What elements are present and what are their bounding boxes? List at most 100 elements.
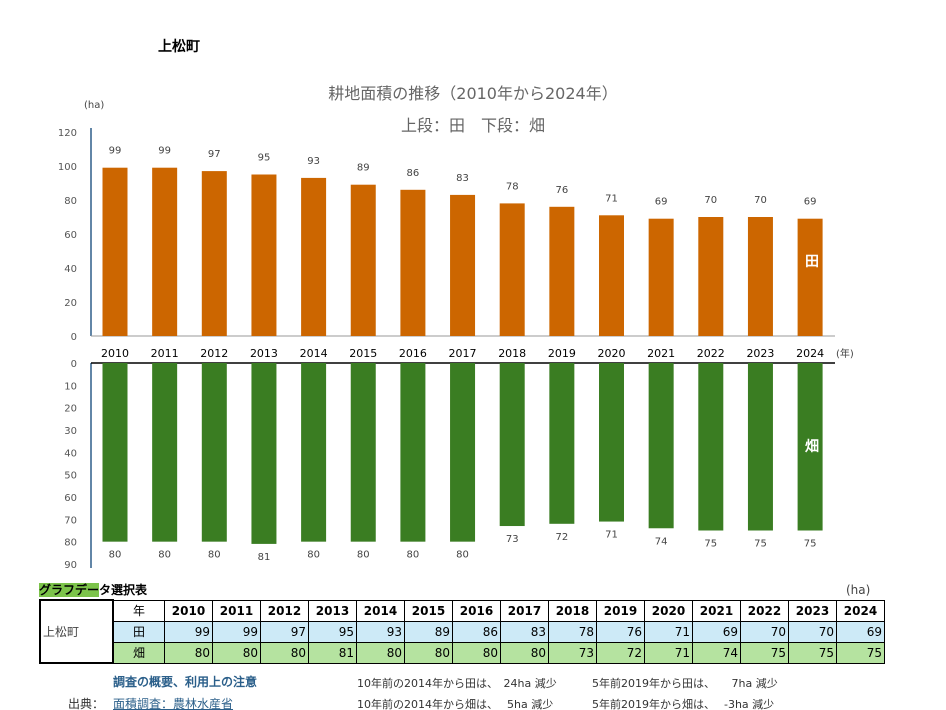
source-link[interactable]: 面積調査：農林水産省 <box>113 697 234 710</box>
field-data-label: 73 <box>506 534 519 545</box>
field-bar <box>301 363 327 542</box>
rice-data-label: 70 <box>754 195 767 206</box>
field-data-label: 74 <box>655 536 668 547</box>
rice-5yr-note: 5年前2019年から田は、 7ha 減少 <box>592 677 778 690</box>
field-bar <box>747 363 773 531</box>
table-heading-highlight: グラフデー <box>39 583 100 597</box>
rice-cell: 71 <box>644 620 693 643</box>
year-header: 2016 <box>452 599 501 622</box>
top-y-tick: 120 <box>58 128 77 139</box>
year-header: 2023 <box>788 599 837 622</box>
field-data-label: 81 <box>258 552 271 563</box>
rice-data-label: 76 <box>555 185 568 196</box>
rice-data-label: 95 <box>258 153 271 164</box>
field-data-label: 75 <box>804 539 817 550</box>
field-bar <box>350 363 376 542</box>
rice-bar <box>152 167 178 336</box>
rice-data-label: 89 <box>357 163 370 174</box>
bottom-y-tick: 60 <box>64 493 77 504</box>
bottom-y-tick: 10 <box>64 381 77 392</box>
rice-bar <box>201 171 227 336</box>
field-data-label: 80 <box>407 550 420 561</box>
year-header: 2012 <box>260 599 309 622</box>
field-data-label: 75 <box>704 539 717 550</box>
field-cell: 80 <box>500 641 549 664</box>
field-data-label: 80 <box>158 550 171 561</box>
y-axis-unit: (ha) <box>84 100 104 111</box>
rice-data-label: 83 <box>456 173 469 184</box>
chart-subtitle: 上段：田 下段：畑 <box>400 116 545 135</box>
year-header: 2018 <box>548 599 597 622</box>
town-name: 上松町 <box>158 39 200 55</box>
rice-cell: 95 <box>308 620 357 643</box>
field-bar <box>152 363 178 542</box>
rice-cell: 93 <box>356 620 405 643</box>
x-tick-label: 2015 <box>349 347 377 360</box>
bar-chart: (ha)020406080100120992010992011972012952… <box>58 100 854 571</box>
top-y-tick: 40 <box>64 264 77 275</box>
field-bar <box>400 363 426 542</box>
table-row-year: 上松町 年 2010 2011 2012 2013 2014 2015 2016 2017 20… <box>39 599 885 664</box>
year-header: 2011 <box>212 599 261 622</box>
rice-data-label: 70 <box>704 195 717 206</box>
bottom-y-tick: 80 <box>64 538 77 549</box>
field-bar <box>698 363 724 531</box>
field-bar <box>599 363 624 522</box>
rice-cell: 69 <box>836 620 885 643</box>
field-cell: 80 <box>212 641 261 664</box>
x-tick-label: 2022 <box>697 347 725 360</box>
rice-bar <box>400 189 426 336</box>
field-series-label: 畑 <box>804 439 819 455</box>
year-header: 2020 <box>644 599 693 622</box>
bottom-y-tick: 30 <box>64 426 77 437</box>
x-tick-label: 2014 <box>300 347 328 360</box>
bottom-y-tick: 70 <box>64 515 77 526</box>
x-tick-label: 2023 <box>746 347 774 360</box>
rice-bar <box>747 217 773 336</box>
survey-notes-link[interactable]: 調査の概要、利用上の注意 <box>113 675 258 689</box>
year-label: 年 <box>112 599 165 622</box>
rice-label: 田 <box>112 620 165 643</box>
x-tick-label: 2011 <box>151 347 179 360</box>
rice-series-label: 田 <box>805 254 819 270</box>
chart-title: 耕地面積の推移（2010年から2024年） <box>328 84 618 103</box>
rice-data-label: 99 <box>109 146 122 157</box>
field-data-label: 80 <box>109 550 122 561</box>
rice-bar <box>450 194 476 336</box>
data-table: 上松町 年 2010 2011 2012 2013 2014 2015 2016 2017 20… <box>39 599 885 664</box>
table-row-field: 畑 80 80 80 81 80 80 80 80 73 72 71 74 75 75 75 <box>40 641 885 664</box>
year-header: 2021 <box>692 599 741 622</box>
field-data-label: 72 <box>555 532 568 543</box>
rice-data-label: 71 <box>605 193 618 204</box>
year-header: 2022 <box>740 599 789 622</box>
rice-cell: 99 <box>164 620 213 643</box>
x-tick-label: 2024 <box>796 347 824 360</box>
year-header: 2013 <box>308 599 357 622</box>
top-y-tick: 60 <box>64 230 77 241</box>
year-header: 2017 <box>500 599 549 622</box>
rice-cell: 99 <box>212 620 261 643</box>
field-cell: 81 <box>308 641 357 664</box>
field-bar <box>102 363 128 542</box>
field-bar <box>648 363 674 529</box>
bottom-y-tick: 40 <box>64 448 77 459</box>
field-cell: 71 <box>644 641 693 664</box>
field-data-label: 71 <box>605 530 618 541</box>
field-data-label: 80 <box>208 550 221 561</box>
bottom-y-tick: 50 <box>64 471 77 482</box>
year-header: 2019 <box>596 599 645 622</box>
rice-bar <box>648 218 674 336</box>
x-tick-label: 2020 <box>598 347 626 360</box>
year-header: 2015 <box>404 599 453 622</box>
field-cell: 80 <box>260 641 309 664</box>
field-cell: 73 <box>548 641 597 664</box>
x-tick-label: 2018 <box>498 347 526 360</box>
top-y-tick: 0 <box>71 332 77 343</box>
table-unit: (ha) <box>846 583 871 597</box>
rice-10yr-note: 10年前の2014年から田は、 24ha 減少 <box>357 677 557 690</box>
bottom-y-tick: 0 <box>71 359 77 370</box>
rice-data-label: 86 <box>407 168 420 179</box>
field-cell: 74 <box>692 641 741 664</box>
rice-cell: 78 <box>548 620 597 643</box>
